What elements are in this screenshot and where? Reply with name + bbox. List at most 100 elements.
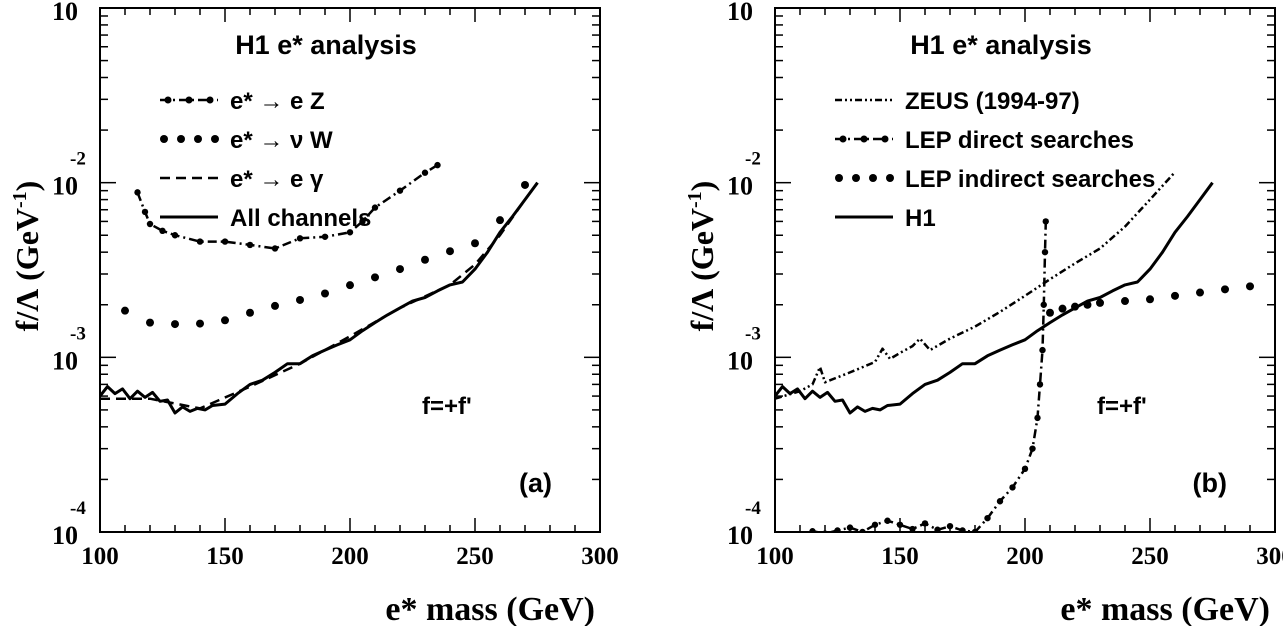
- legend-marker: [860, 135, 868, 143]
- x-tick-label: 100: [756, 543, 794, 570]
- chart-title: H1 e* analysis: [235, 30, 417, 60]
- legend: e* → e Z e* → ν W e* → e γ All channels: [160, 88, 371, 232]
- y-axis-label: f/Λ (GeV-1): [9, 181, 45, 332]
- data-point: [471, 239, 479, 248]
- legend-marker: [177, 135, 185, 143]
- data-point: [246, 241, 254, 249]
- data-point: [1121, 297, 1129, 306]
- legend-label: H1: [905, 205, 936, 232]
- data-point: [1040, 301, 1047, 308]
- x-tick-label: 200: [1006, 543, 1044, 570]
- data-point: [171, 320, 179, 329]
- data-point: [934, 526, 941, 532]
- coupling-annotation: f=+f': [422, 393, 472, 420]
- data-point: [421, 255, 429, 264]
- legend-label: e* → e Z: [230, 88, 325, 115]
- y-tick-label: 10: [52, 172, 78, 201]
- series-line: [100, 181, 539, 415]
- y-tick-label: 10: [52, 0, 78, 26]
- x-axis-label: e* mass (GeV): [385, 591, 595, 626]
- data-point: [971, 528, 979, 532]
- data-point: [1009, 484, 1016, 491]
- y-axis-label: f/Λ (GeV-1): [684, 181, 720, 332]
- data-point: [909, 525, 916, 532]
- data-point: [884, 517, 891, 524]
- data-point: [321, 233, 329, 240]
- data-point: [371, 204, 379, 211]
- data-point: [859, 528, 866, 532]
- data-point: [946, 522, 954, 530]
- legend-marker: [881, 135, 889, 143]
- data-area: [100, 161, 539, 415]
- y-tick-label: 10: [727, 172, 753, 201]
- y-tick-exponent: -4: [745, 498, 761, 519]
- data-point: [396, 265, 404, 274]
- data-point: [1021, 465, 1029, 473]
- series-line: [136, 164, 439, 250]
- chart-title: H1 e* analysis: [910, 30, 1092, 60]
- data-point: [296, 235, 304, 242]
- data-point: [421, 169, 429, 176]
- data-point: [1221, 285, 1229, 294]
- panel-label: (b): [1193, 468, 1227, 498]
- legend-marker: [160, 135, 168, 143]
- data-point: [359, 218, 366, 225]
- data-point: [196, 319, 204, 328]
- y-tick-label: 10: [52, 346, 78, 375]
- legend-marker: [852, 174, 860, 182]
- y-tick-label: 10: [727, 0, 753, 26]
- legend-marker: [194, 135, 202, 143]
- legend-label: e* → e γ: [230, 166, 324, 193]
- series-0: [134, 161, 441, 252]
- data-point: [1039, 346, 1046, 354]
- data-point: [221, 316, 229, 325]
- x-tick-label: 300: [1256, 543, 1283, 570]
- legend-marker: [164, 96, 172, 104]
- x-tick-label: 150: [881, 543, 919, 570]
- coupling-annotation: f=+f': [1097, 393, 1147, 420]
- y-tick-label: 10: [727, 521, 753, 550]
- legend-marker: [839, 135, 847, 143]
- data-point: [171, 232, 179, 239]
- series-line: [775, 181, 1214, 415]
- data-point: [346, 281, 354, 290]
- y-tick-exponent: -2: [745, 149, 761, 170]
- data-point: [921, 520, 929, 527]
- data-point: [1171, 291, 1179, 300]
- legend-label: LEP indirect searches: [905, 166, 1155, 193]
- y-tick-exponent: -3: [745, 323, 761, 344]
- y-tick-exponent: -3: [70, 323, 86, 344]
- series-3: [775, 181, 1214, 415]
- data-point: [896, 521, 904, 528]
- data-point: [1041, 248, 1049, 256]
- data-point: [296, 295, 304, 304]
- data-point: [141, 208, 149, 216]
- legend-marker: [886, 174, 894, 182]
- legend-marker: [206, 96, 214, 104]
- data-point: [434, 161, 441, 169]
- data-point: [521, 180, 529, 189]
- data-point: [371, 273, 379, 282]
- legend-label: All channels: [230, 205, 371, 232]
- data-point: [809, 528, 816, 532]
- data-point: [246, 308, 254, 317]
- data-area: [775, 171, 1254, 532]
- legend-marker: [211, 135, 219, 143]
- data-point: [984, 514, 991, 522]
- data-point: [159, 227, 166, 235]
- series-2: [1046, 282, 1254, 317]
- series-1: [121, 180, 529, 329]
- data-point: [822, 530, 828, 532]
- data-point: [1246, 282, 1254, 291]
- x-tick-label: 100: [81, 543, 119, 570]
- x-tick-label: 300: [581, 543, 619, 570]
- series-1: [809, 218, 1049, 532]
- data-point: [396, 187, 404, 194]
- data-point: [1034, 414, 1041, 422]
- data-point: [446, 247, 454, 256]
- y-tick-exponent: -4: [70, 498, 86, 519]
- data-point: [134, 189, 141, 196]
